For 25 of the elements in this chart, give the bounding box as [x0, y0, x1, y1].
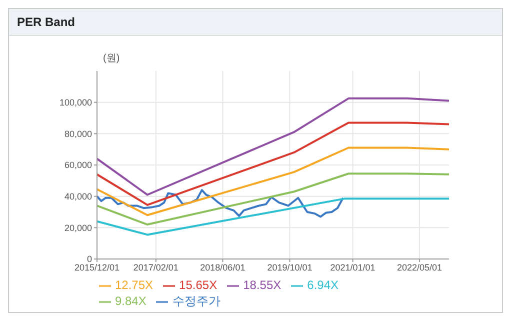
- legend-label: 12.75X: [115, 278, 154, 292]
- legend-label: 9.84X: [115, 294, 146, 308]
- y-tick-label: 80,000: [64, 128, 92, 139]
- y-axis-title: (원): [103, 52, 120, 65]
- x-tick-label: 2015/12/01: [74, 262, 120, 272]
- line-series: [97, 122, 449, 206]
- line-series: [97, 172, 449, 226]
- y-tick-label: 0: [86, 254, 92, 264]
- line-series: [97, 146, 449, 216]
- legend-label: 6.94X: [307, 278, 338, 292]
- y-tick-label: 100,000: [59, 98, 92, 108]
- line-series: [97, 189, 344, 218]
- x-tick-label: 2021/01/01: [330, 262, 376, 272]
- legend-label: 수정주가: [172, 294, 220, 308]
- legend-label: 18.55X: [243, 278, 282, 292]
- x-tick-label: 2022/05/01: [397, 262, 442, 272]
- x-tick-label: 2019/10/01: [267, 262, 312, 272]
- chart-title: PER Band: [9, 9, 502, 36]
- legend-label: 15.65X: [179, 278, 218, 292]
- y-tick-label: 20,000: [64, 222, 92, 233]
- x-tick-label: 2017/02/01: [133, 262, 178, 272]
- x-tick-label: 2018/06/01: [200, 262, 246, 272]
- line-series: [97, 97, 449, 196]
- y-tick-label: 60,000: [64, 160, 92, 170]
- y-tick-label: 40,000: [64, 192, 92, 202]
